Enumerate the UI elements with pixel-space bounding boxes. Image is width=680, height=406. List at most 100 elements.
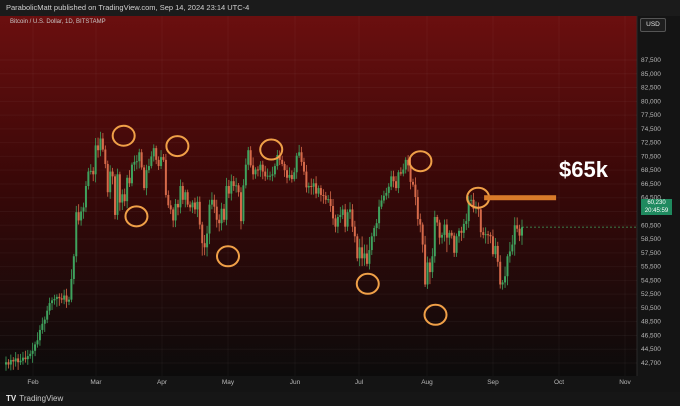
candle-body — [499, 261, 502, 285]
candle-body — [215, 206, 218, 220]
candle-body — [358, 247, 361, 259]
y-tick-label: 80,000 — [641, 98, 661, 105]
candle-body — [518, 228, 521, 236]
candle-body — [121, 194, 124, 203]
x-tick-label: Nov — [619, 379, 631, 386]
candle-body — [455, 236, 458, 253]
y-tick-label: 57,500 — [641, 250, 661, 257]
candle-body — [450, 232, 453, 236]
candle-body — [462, 223, 465, 233]
candle-body — [235, 185, 238, 187]
candle-body — [269, 175, 272, 177]
candle-body — [130, 164, 133, 184]
circled-pivot — [259, 138, 284, 161]
candle-body — [409, 165, 412, 182]
candle-body — [286, 170, 289, 178]
candle-body — [336, 217, 339, 227]
time-axis-panel — [0, 376, 637, 392]
candle-body — [36, 340, 39, 345]
circled-pivot — [355, 272, 380, 295]
candle-body — [385, 192, 388, 196]
candle-body — [460, 230, 463, 233]
candle-body — [334, 218, 337, 227]
candle-body — [324, 195, 327, 200]
candle-body — [72, 256, 75, 279]
candle-body — [244, 164, 247, 186]
candle-body — [213, 199, 216, 207]
candle-body — [51, 300, 54, 304]
candle-body — [508, 251, 511, 257]
x-tick-label: Jun — [290, 379, 301, 386]
candle-body — [276, 155, 279, 167]
candle-body — [92, 170, 95, 175]
candle-body — [104, 149, 107, 164]
candle-body — [26, 356, 29, 360]
candle-body — [380, 200, 383, 207]
candle-body — [278, 155, 281, 160]
candle-body — [43, 319, 46, 324]
candle-body — [41, 323, 44, 330]
time-axis[interactable]: Feb Mar Apr May Jun Jul Aug Sep Oct Nov — [27, 379, 631, 386]
candle-body — [140, 152, 143, 168]
tradingview-logo[interactable]: TV TradingView — [6, 394, 63, 403]
currency-badge[interactable]: USD — [640, 18, 666, 32]
candle-body — [271, 174, 274, 176]
candle-body — [482, 232, 485, 235]
candle-body — [397, 172, 400, 189]
x-tick-label: Mar — [90, 379, 102, 386]
candlestick-chart[interactable]: 87,500 85,000 82,500 80,000 77,500 74,500 72,5… — [0, 16, 680, 392]
candle-body — [162, 157, 165, 160]
y-tick-label: 55,500 — [641, 264, 661, 271]
candle-body — [419, 219, 422, 225]
y-tick-label: 64,500 — [641, 195, 661, 202]
candle-body — [118, 174, 121, 203]
candle-body — [441, 234, 444, 238]
y-tick-label: 42,700 — [641, 360, 661, 367]
last-price-timer: 20:45:59 — [644, 208, 669, 214]
candle-body — [392, 176, 395, 182]
candle-body — [239, 192, 242, 222]
candle-body — [99, 138, 102, 151]
candle-body — [506, 256, 509, 277]
candle-body — [310, 186, 313, 188]
candle-body — [29, 353, 32, 357]
candle-body — [94, 145, 97, 175]
circled-pivot — [423, 303, 448, 326]
candle-body — [14, 358, 17, 362]
candle-body — [458, 230, 461, 237]
candle-body — [106, 163, 109, 193]
candle-body — [116, 174, 119, 215]
candle-body — [322, 194, 325, 196]
candle-body — [184, 192, 187, 200]
candle-body — [67, 299, 70, 302]
candle-body — [133, 161, 136, 165]
candle-body — [373, 228, 376, 237]
candle-body — [114, 176, 117, 215]
y-tick-label: 50,500 — [641, 305, 661, 312]
candle-body — [65, 295, 68, 302]
candle-body — [53, 298, 56, 301]
candle-body — [470, 199, 473, 201]
x-tick-label: Jul — [355, 379, 364, 386]
candle-body — [484, 234, 487, 236]
candle-body — [467, 200, 470, 222]
candle-body — [317, 188, 320, 194]
y-tick-label: 74,500 — [641, 126, 661, 133]
candle-body — [443, 224, 446, 235]
publisher-line: ParabolicMatt published on TradingView.c… — [6, 3, 250, 12]
candle-body — [223, 208, 226, 220]
candle-body — [346, 212, 349, 227]
x-tick-label: Oct — [554, 379, 564, 386]
chart-frame[interactable]: 87,500 85,000 82,500 80,000 77,500 74,500 72,5… — [0, 16, 680, 392]
candle-body — [298, 152, 301, 156]
candle-body — [414, 184, 417, 198]
candle-body — [293, 172, 296, 180]
candle-body — [370, 236, 373, 251]
circled-pivot — [124, 205, 149, 228]
candle-body — [395, 181, 398, 189]
publisher-bar: ParabolicMatt published on TradingView.c… — [0, 0, 680, 16]
candle-body — [143, 167, 146, 189]
candle-body — [341, 209, 344, 215]
candle-body — [349, 209, 351, 213]
candle-body — [453, 235, 456, 253]
